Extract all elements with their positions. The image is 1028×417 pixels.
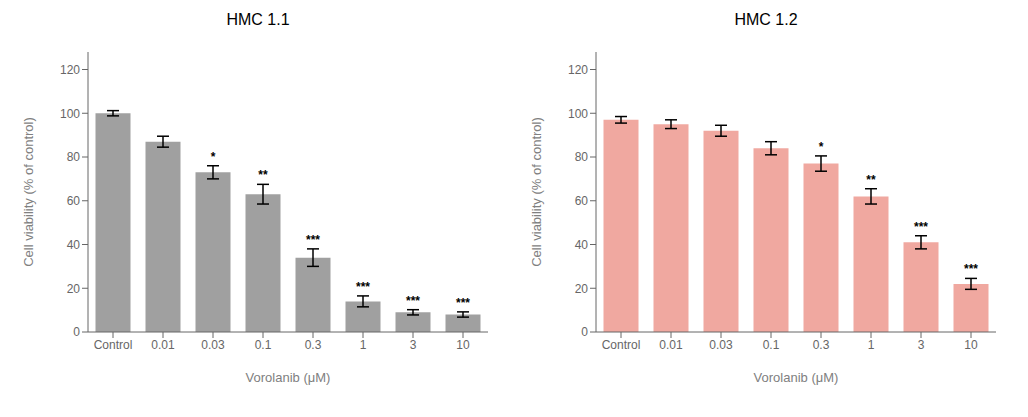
svg-text:Control: Control bbox=[94, 338, 133, 352]
svg-text:100: 100 bbox=[60, 107, 80, 121]
svg-text:60: 60 bbox=[575, 194, 589, 208]
svg-text:0: 0 bbox=[73, 325, 80, 339]
svg-text:0.03: 0.03 bbox=[201, 338, 225, 352]
svg-text:0.1: 0.1 bbox=[255, 338, 272, 352]
svg-text:Vorolanib (μM): Vorolanib (μM) bbox=[246, 370, 331, 385]
svg-text:***: *** bbox=[356, 280, 370, 294]
svg-text:10: 10 bbox=[456, 338, 470, 352]
svg-text:*: * bbox=[211, 150, 216, 164]
svg-text:Control: Control bbox=[602, 338, 641, 352]
svg-text:0.01: 0.01 bbox=[151, 338, 175, 352]
svg-text:*: * bbox=[819, 140, 824, 154]
svg-text:80: 80 bbox=[575, 150, 589, 164]
svg-text:120: 120 bbox=[568, 63, 588, 77]
html-text:HMC 1.1: HMC 1.1 bbox=[226, 11, 290, 28]
svg-text:10: 10 bbox=[964, 338, 978, 352]
svg-text:Cell viability (% of control): Cell viability (% of control) bbox=[529, 117, 544, 267]
svg-text:**: ** bbox=[258, 168, 268, 182]
svg-text:40: 40 bbox=[67, 238, 81, 252]
html-text:HMC 1.2: HMC 1.2 bbox=[734, 11, 798, 28]
svg-text:***: *** bbox=[456, 296, 470, 310]
svg-text:20: 20 bbox=[575, 282, 589, 296]
svg-text:0.3: 0.3 bbox=[305, 338, 322, 352]
svg-text:40: 40 bbox=[575, 238, 589, 252]
svg-text:3: 3 bbox=[410, 338, 417, 352]
svg-text:0.01: 0.01 bbox=[659, 338, 683, 352]
svg-text:***: *** bbox=[306, 233, 320, 247]
svg-text:3: 3 bbox=[918, 338, 925, 352]
svg-text:Vorolanib (μM): Vorolanib (μM) bbox=[754, 370, 839, 385]
svg-text:***: *** bbox=[964, 262, 978, 276]
svg-text:1: 1 bbox=[868, 338, 875, 352]
svg-text:100: 100 bbox=[568, 107, 588, 121]
svg-text:60: 60 bbox=[67, 194, 81, 208]
svg-text:0.03: 0.03 bbox=[709, 338, 733, 352]
svg-text:***: *** bbox=[406, 294, 420, 308]
svg-text:Cell viability (% of control): Cell viability (% of control) bbox=[21, 117, 36, 267]
svg-text:120: 120 bbox=[60, 63, 80, 77]
svg-text:0.1: 0.1 bbox=[763, 338, 780, 352]
svg-text:***: *** bbox=[914, 220, 928, 234]
svg-text:80: 80 bbox=[67, 150, 81, 164]
svg-text:**: ** bbox=[866, 173, 876, 187]
svg-text:20: 20 bbox=[67, 282, 81, 296]
svg-text:0: 0 bbox=[581, 325, 588, 339]
svg-text:0.3: 0.3 bbox=[813, 338, 830, 352]
svg-text:1: 1 bbox=[360, 338, 367, 352]
